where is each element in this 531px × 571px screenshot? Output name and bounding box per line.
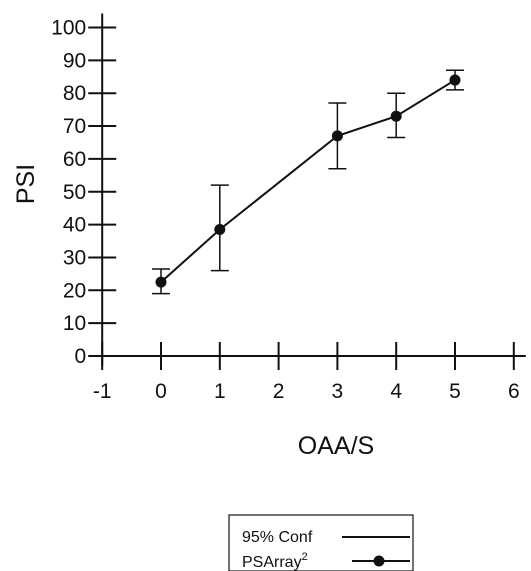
x-tick-label: 2 — [273, 380, 285, 403]
x-tick-label: 0 — [155, 380, 167, 403]
y-tick-label: 10 — [63, 312, 86, 335]
legend-series-superscript: 2 — [302, 551, 308, 563]
data-points-group — [155, 74, 461, 288]
legend-label-conf: 95% Conf — [242, 529, 313, 546]
legend-label-psarray: PSArray2 — [242, 551, 308, 571]
data-point — [331, 130, 343, 142]
x-tick-label: -1 — [93, 380, 112, 403]
data-point — [390, 110, 402, 122]
series-line-group — [160, 79, 456, 283]
x-tick-label: 1 — [214, 380, 226, 403]
data-point — [449, 74, 461, 86]
series-line-psarray — [160, 79, 456, 283]
y-tick-label: 20 — [63, 279, 86, 302]
y-tick-label: 90 — [63, 49, 86, 72]
x-tick-label: 5 — [449, 380, 461, 403]
x-tick-label: 3 — [332, 380, 344, 403]
y-axis-title: PSI — [12, 164, 40, 204]
y-tick-label: 0 — [75, 345, 87, 368]
legend-marker-psarray — [373, 555, 385, 567]
x-axis-title: OAA/S — [298, 432, 374, 460]
legend: 95% Conf PSArray2 — [228, 514, 414, 571]
y-tick-label: 40 — [63, 214, 86, 237]
y-tick-label: 100 — [51, 17, 86, 40]
data-point — [155, 276, 167, 288]
y-tick-label: 30 — [63, 246, 86, 269]
y-tick-label: 70 — [63, 115, 86, 138]
y-tick-label: 50 — [63, 181, 86, 204]
legend-series-name: PSArray — [242, 554, 302, 571]
y-tick-label: 60 — [63, 148, 86, 171]
data-point — [214, 224, 226, 236]
x-tick-label: 4 — [390, 380, 402, 403]
y-tick-label: 80 — [63, 82, 86, 105]
x-tick-label: 6 — [508, 380, 520, 403]
axes — [88, 13, 526, 370]
